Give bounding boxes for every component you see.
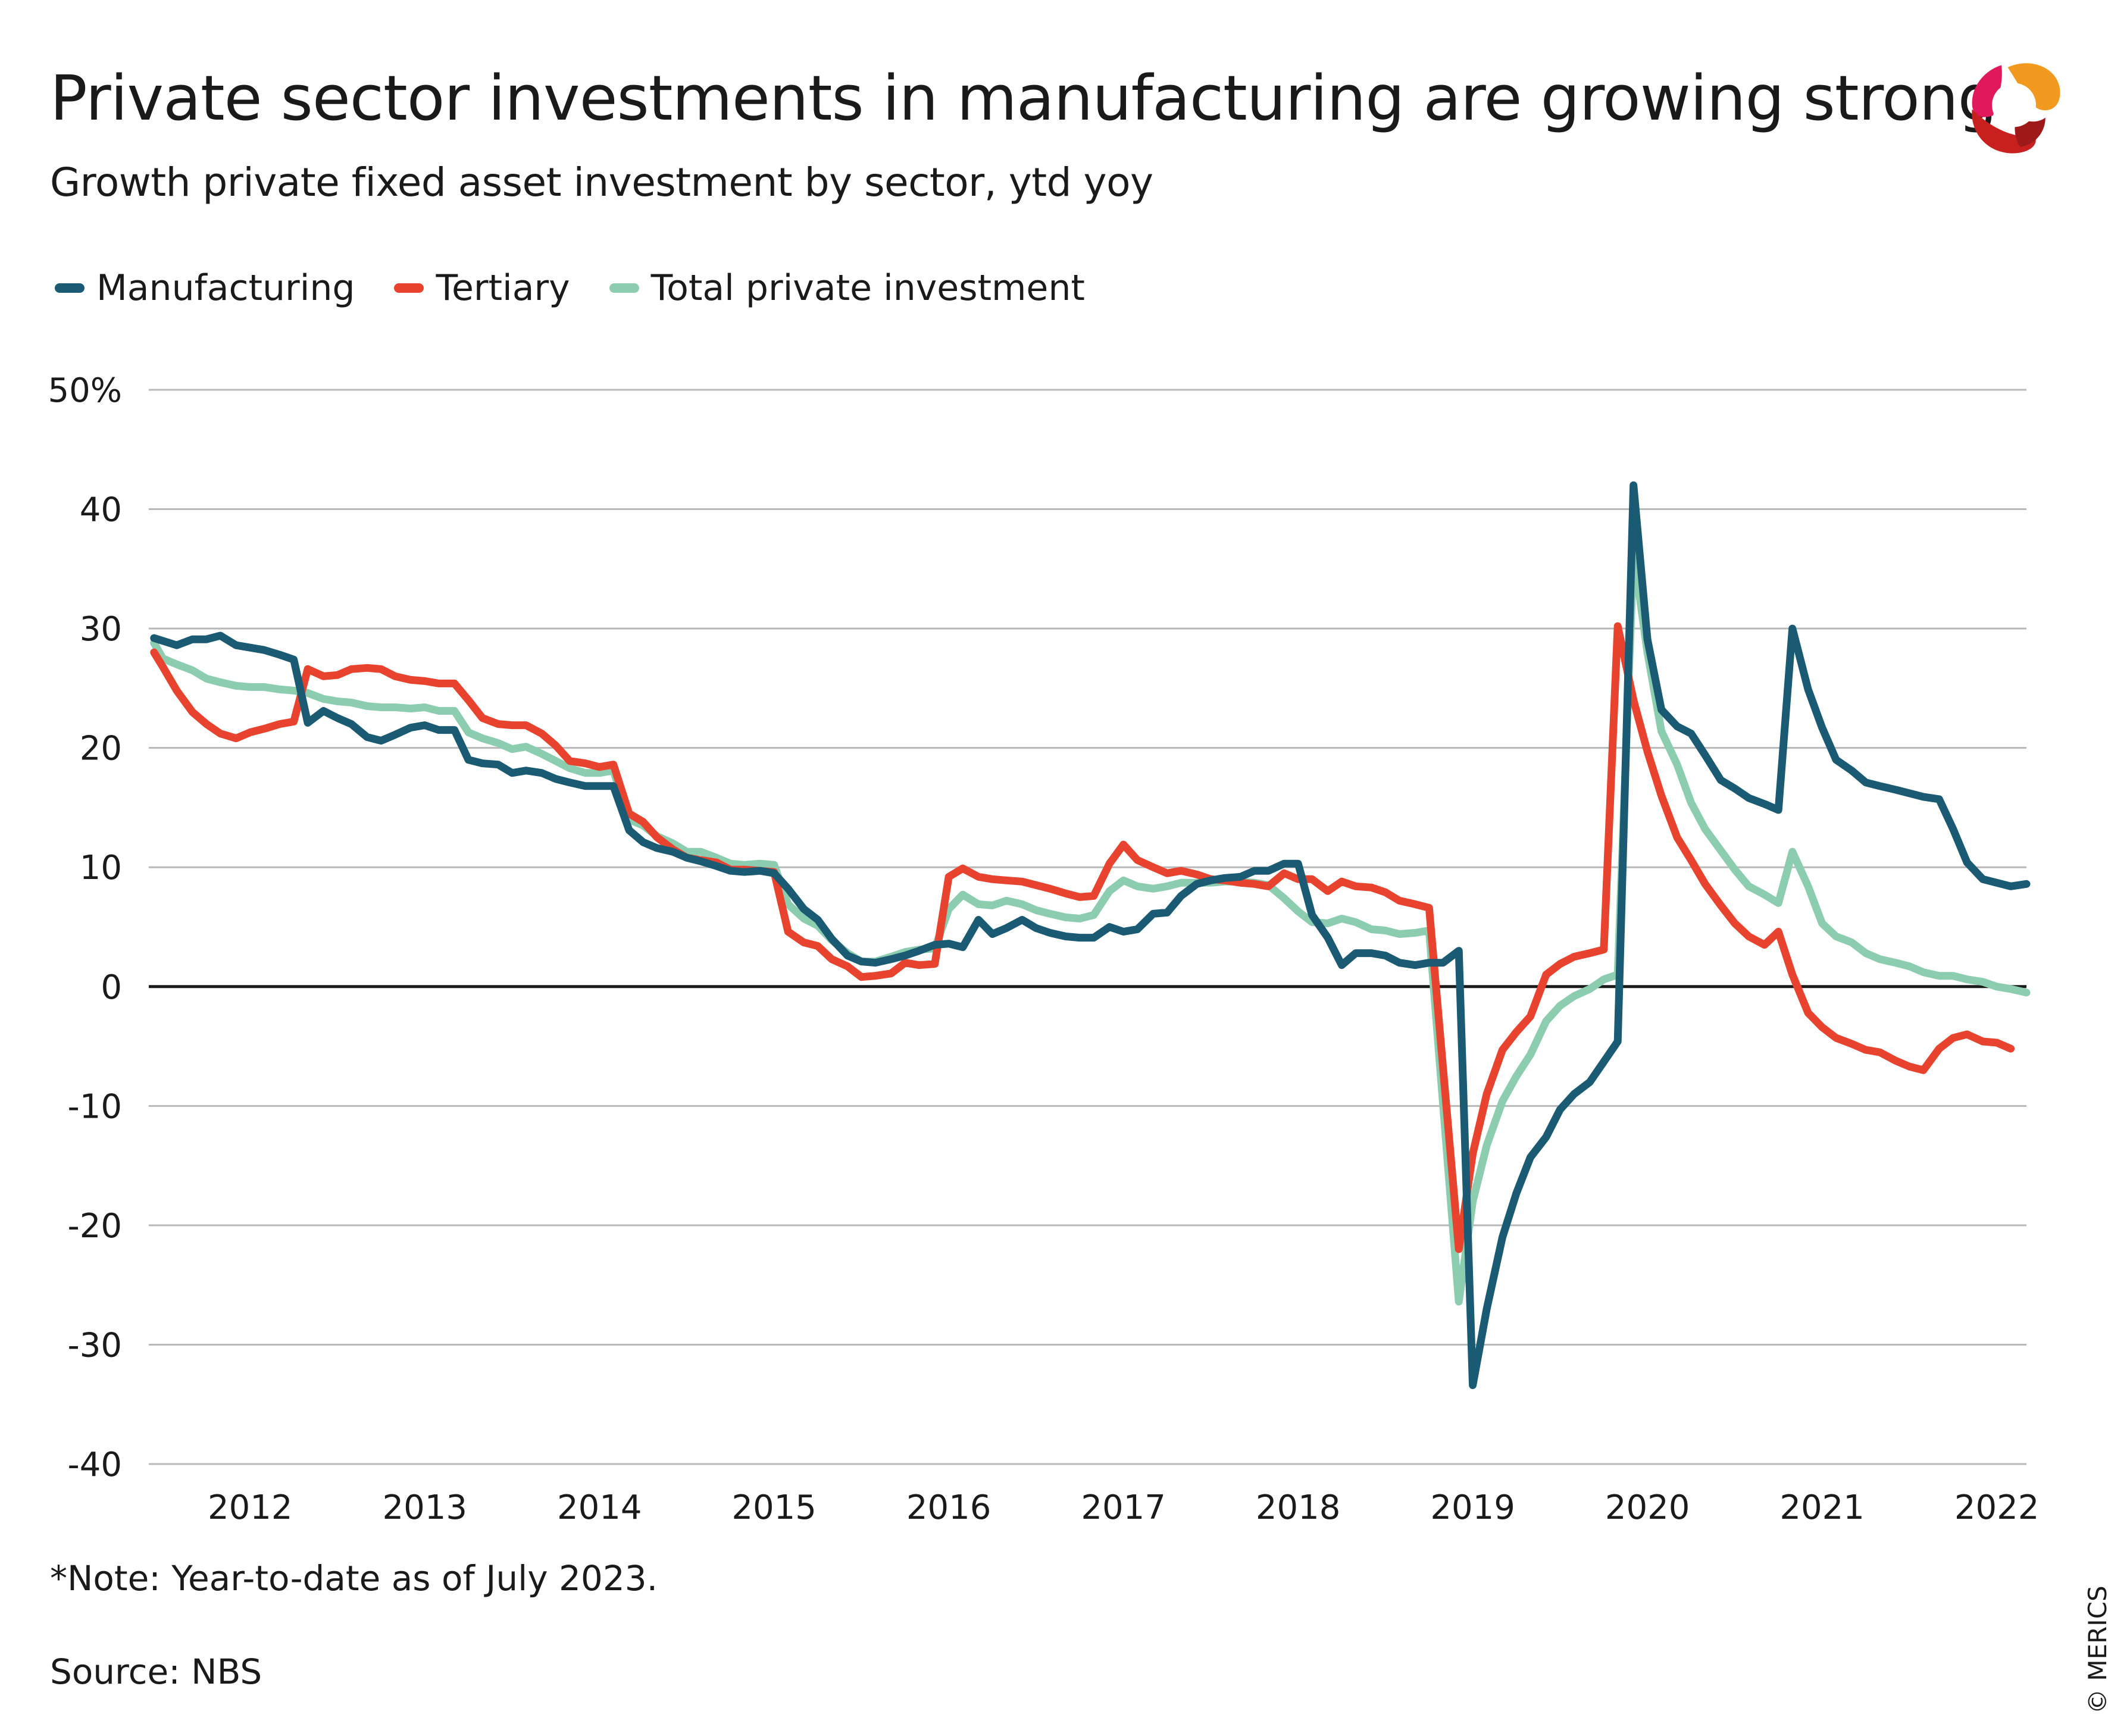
legend-label-manufacturing: Manufacturing [96, 267, 355, 309]
x-tick-label: 2017 [1081, 1488, 1166, 1527]
y-axis: -40 -30 -20 -10 0 10 20 30 40 50% [48, 371, 122, 1484]
series-line-total [150, 548, 2031, 1306]
x-tick-label: 2018 [1256, 1488, 1341, 1527]
x-tick-label: 2013 [382, 1488, 467, 1527]
legend-item-manufacturing: Manufacturing [55, 267, 355, 309]
y-tick-label: -20 [68, 1207, 122, 1246]
legend-label-tertiary: Tertiary [436, 267, 570, 309]
x-tick-label: 2021 [1779, 1488, 1865, 1527]
chart-subtitle: Growth private fixed asset investment by… [50, 159, 1153, 205]
legend-swatch-manufacturing [55, 283, 85, 293]
series-layer [150, 481, 2031, 1390]
grid-layer [149, 389, 2026, 1465]
x-tick-label: 2019 [1430, 1488, 1515, 1527]
y-tick-label: -10 [68, 1087, 122, 1126]
legend: Manufacturing Tertiary Total private inv… [55, 264, 1124, 312]
x-tick-label: 2014 [557, 1488, 642, 1527]
y-tick-label: 40 [80, 491, 122, 530]
x-tick-label: 2015 [731, 1488, 817, 1527]
y-tick-label: 30 [80, 610, 122, 649]
logo-petal-orange [2007, 63, 2060, 111]
legend-item-total: Total private investment [609, 267, 1085, 309]
legend-swatch-tertiary [394, 283, 424, 293]
source-note: Source: NBS [50, 1651, 262, 1692]
series-line-tertiary [150, 622, 2015, 1253]
x-tick-label: 2020 [1605, 1488, 1690, 1527]
x-tick-label: 2012 [208, 1488, 293, 1527]
legend-item-tertiary: Tertiary [394, 267, 570, 309]
x-axis: 2012 2013 2014 2015 2016 2017 2018 2019 2020 2021… [208, 1488, 2040, 1527]
series-line-manufacturing [150, 481, 2031, 1390]
legend-label-total: Total private investment [650, 267, 1085, 309]
y-tick-label: 0 [101, 968, 122, 1007]
x-tick-label: 2016 [906, 1488, 992, 1527]
legend-swatch-total [609, 283, 639, 293]
y-tick-label: 50% [48, 371, 122, 410]
y-tick-label: -40 [68, 1446, 122, 1484]
x-tick-label: 2022 [1954, 1488, 2040, 1527]
y-tick-label: -30 [68, 1326, 122, 1365]
merics-logo-icon [1972, 63, 2060, 154]
logo-center [1992, 83, 2036, 127]
y-tick-label: 10 [80, 849, 122, 887]
footnote: *Note: Year-to-date as of July 2023. [50, 1558, 658, 1599]
chart-title: Private sector investments in manufactur… [50, 62, 1997, 134]
y-tick-label: 20 [80, 730, 122, 768]
copyright-label: © MERICS [2083, 1585, 2108, 1714]
